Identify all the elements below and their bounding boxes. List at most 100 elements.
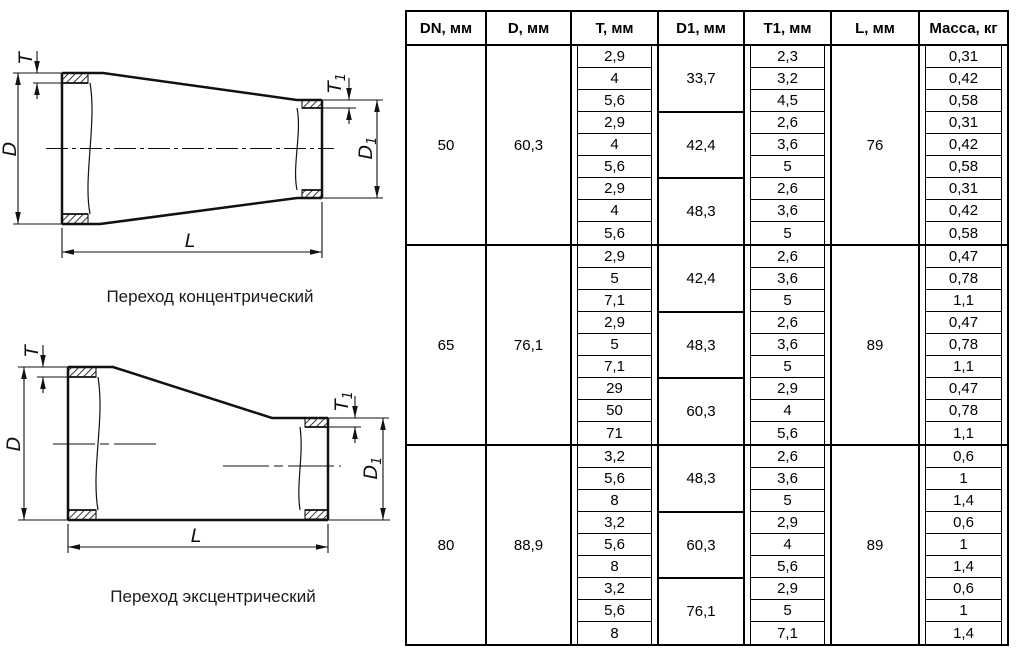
cell-mass: 0,31 [918,45,1009,68]
cell-d: 88,9 [485,444,572,645]
cell-mass: 1 [918,600,1009,622]
cell-mass: 0,78 [918,268,1009,290]
label-L: L [185,230,196,252]
cell-t-value: 2,9 [577,247,652,268]
cell-t1: 2,9 [743,378,832,400]
cell-mass: 1,4 [918,490,1009,512]
cell-t: 5,6 [570,600,659,622]
cell-t1-value: 5 [750,490,825,512]
label-T1: T1 [324,73,349,93]
cell-mass-value: 0,6 [925,512,1002,534]
table-row: 8 5,6 1,4 [406,556,1009,578]
dim-T1 [328,396,361,443]
label-D1: D1 [360,457,385,480]
cell-t: 71 [570,422,659,445]
cell-t-value: 3,2 [577,578,652,600]
table-row: 5,6 5 0,58 [406,222,1009,245]
cell-t1-value: 5 [750,222,825,244]
cell-t1-value: 3,6 [750,468,825,490]
col-header-6: Масса, кг [918,11,1009,46]
cell-dn: 80 [405,444,487,645]
cell-t1-value: 4,5 [750,90,825,112]
dim-L [61,202,323,258]
spec-table-header-row: DN, мм D, мм T, мм D1, мм T1, мм L, мм Масса, … [405,11,1009,46]
cell-t-value: 4 [577,68,652,90]
cell-d1: 42,4 [657,112,745,179]
cell-mass-value: 0,42 [925,200,1002,222]
cell-mass: 1,4 [918,622,1009,645]
cell-t1-value: 4 [750,400,825,422]
cell-t: 4 [570,134,659,156]
cell-t1-value: 2,9 [750,578,825,600]
table-row: 5 3,6 0,78 [406,268,1009,290]
cell-t1: 3,6 [743,268,832,290]
cell-mass: 0,6 [918,578,1009,600]
cell-t1: 3,6 [743,134,832,156]
cell-d: 76,1 [485,244,572,445]
cell-d1: 48,3 [657,444,745,513]
table-row: 4 3,6 0,42 [406,200,1009,222]
cell-t: 3,2 [570,512,659,534]
cell-t: 5,6 [570,534,659,556]
cell-mass-value: 0,42 [925,134,1002,156]
cell-t1: 5,6 [743,556,832,578]
cell-mass-value: 1,1 [925,356,1002,378]
cell-t: 2,9 [570,244,659,268]
cell-t-value: 8 [577,622,652,644]
cell-t1-value: 5 [750,156,825,178]
cell-l: 89 [830,444,920,645]
cell-t1-value: 2,9 [750,512,825,534]
cell-d1: 33,7 [657,45,745,113]
cell-mass-value: 1,1 [925,422,1002,444]
cell-mass-value: 0,78 [925,334,1002,356]
cell-t-value: 50 [577,400,652,422]
cell-t-value: 29 [577,378,652,400]
cell-mass-value: 1,4 [925,622,1002,644]
caption-concentric: Переход концентрический [106,287,314,306]
cell-t1-value: 7,1 [750,622,825,644]
cell-d1: 48,3 [657,178,745,246]
cell-t1: 2,6 [743,178,832,200]
label-D: D [3,437,25,452]
cell-mass: 1,1 [918,356,1009,378]
cell-t-value: 5,6 [577,222,652,244]
table-row: 5,6 4,5 0,58 [406,90,1009,112]
cell-mass: 0,78 [918,334,1009,356]
cell-t: 2,9 [570,112,659,134]
cell-t: 2,9 [570,45,659,68]
table-row: 8 7,1 1,4 [406,622,1009,645]
cell-t1-value: 3,2 [750,68,825,90]
cell-t1: 2,6 [743,444,832,468]
cell-mass: 0,58 [918,90,1009,112]
cell-mass: 0,31 [918,112,1009,134]
cell-t: 5,6 [570,468,659,490]
cell-mass: 1,1 [918,290,1009,312]
cell-t1: 2,3 [743,45,832,68]
cell-t1: 4 [743,400,832,422]
col-header-1: D, мм [485,11,572,46]
table-row: 50 4 0,78 [406,400,1009,422]
table-row: 80 88,9 3,2 48,3 2,6 89 0,6 [405,444,1009,645]
cell-mass-value: 0,42 [925,68,1002,90]
label-D1: D1 [355,137,380,160]
cell-mass-value: 0,58 [925,222,1002,244]
cell-t: 4 [570,68,659,90]
label-T: T [15,51,37,64]
cell-mass: 0,42 [918,134,1009,156]
cell-t1: 5 [743,600,832,622]
cell-t-value: 5 [577,334,652,356]
cell-mass: 0,47 [918,378,1009,400]
cell-mass: 0,6 [918,444,1009,468]
cell-mass: 1,1 [918,422,1009,445]
spec-table: DN, мм D, мм T, мм D1, мм T1, мм L, мм Масса, … [405,10,1009,646]
cell-t1: 4,5 [743,90,832,112]
cell-t-value: 2,9 [577,112,652,134]
cell-mass-value: 1 [925,468,1002,490]
spec-table-body: 50 60,3 2,9 33,7 2,3 76 0,31 4 3,2 0,42 5,6 4,5 0,58… [405,45,1009,646]
cell-t-value: 5,6 [577,600,652,622]
cell-mass: 0,58 [918,222,1009,245]
cell-d1: 48,3 [657,312,745,379]
cell-t-value: 7,1 [577,356,652,378]
cell-t-value: 7,1 [577,290,652,312]
spec-table-container: DN, мм D, мм T, мм D1, мм T1, мм L, мм Масса, … [405,10,1009,646]
